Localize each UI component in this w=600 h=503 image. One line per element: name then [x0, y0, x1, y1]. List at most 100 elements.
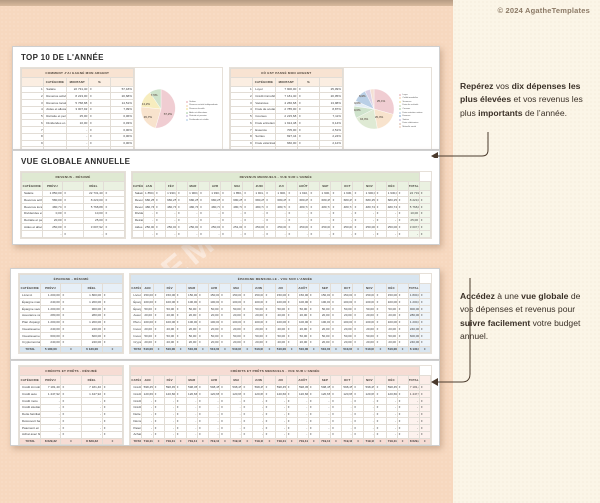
currency-cell: €: [242, 189, 255, 198]
currency-cell: €: [174, 430, 187, 439]
rank-cell: 1: [20, 85, 45, 94]
currency-cell: €: [330, 311, 343, 320]
month-cell-DÉC: 719,11: [385, 437, 398, 445]
amount-cell: 2 785,00: [274, 105, 298, 114]
prevu-cell: 280,00: [39, 311, 62, 320]
legend-item: Loyer: [398, 93, 423, 96]
currency-cell: €: [263, 318, 276, 327]
month-cell-AVR: 20,00: [207, 325, 221, 334]
sheet-credits-prets[interactable]: CRÉDITS ET PRÊTS - RÉSUMÉ CATÉGORIE PRÉVU…: [10, 360, 440, 446]
category-cell: Retraite et pension: [131, 216, 144, 225]
currency-cell: €: [219, 430, 232, 439]
table-row: Paiement en plusieurs fois-€-€-€-€-€-€-€…: [130, 424, 432, 432]
legend-label: Frais vétérinaires: [402, 122, 419, 125]
legend-item: Revenus activité indépendante: [185, 104, 218, 107]
currency-cell: €: [101, 291, 124, 300]
table-row: Aides et allocations250,00€250,00€250,00…: [131, 223, 432, 232]
percent-cell: 20,05%: [319, 92, 343, 101]
legend-swatch: [398, 104, 401, 107]
month-cell-DÉC: 480,74: [385, 203, 398, 211]
currency-cell: €: [196, 417, 210, 426]
column-header-month-JUIN: JUIN: [252, 375, 265, 385]
month-cell-DÉC: 100,00: [385, 298, 398, 307]
callout-segment-1: vos: [495, 81, 512, 91]
month-cell-JUI: -: [274, 424, 287, 432]
currency-cell: €: [174, 305, 187, 313]
prevu-cell: 600,00: [39, 332, 62, 340]
legend-label: Essence: [402, 115, 411, 118]
currency-cell: €: [396, 318, 409, 327]
credits-mensuels-headers: CATÉGORIEJAN FÉV MAR AVR MAI JUIN JUI AOÛT SEP OC…: [130, 375, 432, 385]
category-cell: Crédit immobilier: [252, 92, 276, 101]
month-cell-AOÛT: 719,11: [296, 437, 309, 445]
currency-cell: €: [264, 230, 277, 238]
month-cell-MAR: 719,11: [185, 437, 198, 445]
month-cell-JUI: 120,66: [274, 390, 287, 399]
column-header-cur-1: [174, 375, 187, 385]
currency-cell: €: [374, 189, 387, 198]
currency-cell: €: [330, 383, 343, 392]
currency-cell: €: [285, 298, 298, 307]
sheet-vue-globale[interactable]: VUE GLOBALE ANNUELLE REVENUS - RÉSUMÉ CA…: [12, 150, 440, 245]
epargne-mensuelle-headers: CATÉGORIEJAN FÉV MAR AVR MAI JUIN JUI AOÛT SEP OC…: [130, 283, 432, 293]
month-cell-JUI: 20,00: [274, 311, 287, 320]
month-cell-JAN: 50,00: [141, 332, 154, 340]
currency-cell: €: [285, 383, 298, 392]
table-row: Salaire 1 850,00 €22 731,40 €: [21, 189, 125, 198]
month-cell-AVR: 680,25: [209, 196, 222, 205]
prevu-cell: 1 200,00: [39, 305, 62, 313]
currency-cell: €: [60, 424, 82, 432]
table-row: Aides et allocations250,00€3 007,92€: [21, 223, 125, 232]
month-cell-MAI: 20,00: [230, 325, 243, 334]
expense-pie-legend: Loyer Crédit immobilier Vacances Frais de s…: [398, 93, 423, 129]
month-cell-JAN: -: [141, 410, 154, 419]
month-cell-JUIN: 1 901,0: [253, 189, 266, 198]
epargne-resume-headers: CATÉGORIE PRÉVU RÉEL: [19, 283, 124, 293]
credits-mensuels-body: Crédit immobilier598,45€598,45€598,45€59…: [130, 383, 432, 445]
column-header-month-SEP: SEP: [318, 375, 332, 385]
category-cell: Plan d'épargne actions PEA: [19, 318, 41, 327]
month-cell-NOV: -: [363, 230, 376, 238]
currency-cell: €: [352, 383, 365, 392]
legend-swatch: [398, 111, 401, 114]
currency-cell: €: [396, 383, 409, 392]
column-header-categorie: CATÉGORIE: [19, 375, 41, 385]
month-cell-DÉC: 150,00: [385, 291, 398, 300]
percent-cell: 8,87%: [319, 105, 343, 114]
currency-cell: €: [418, 430, 432, 439]
month-cell-SEP: -: [318, 397, 332, 405]
currency-cell: €: [152, 410, 165, 419]
month-cell-MAI: 100,00: [230, 318, 243, 327]
table-row: Épargne vacances1 200,00€900,00€: [19, 305, 124, 313]
month-cell-AOÛT: 250,00: [297, 223, 310, 232]
currency-cell: €: [101, 397, 124, 405]
sheet-top-10[interactable]: TOP 10 DE L'ANNÉE COMMENT J'AI GAGNÉ MON…: [12, 46, 440, 150]
month-cell-SEP: 50,00: [318, 305, 332, 313]
row-total-cell: -: [407, 403, 420, 412]
column-header-1: CATÉGORIE: [252, 77, 276, 87]
column-header-cur-0: [152, 283, 165, 293]
month-cell-AVR: -: [207, 424, 221, 432]
sheet-epargne[interactable]: ÉPARGNE - RÉSUMÉ CATÉGORIE PRÉVU RÉEL Livr…: [10, 268, 440, 360]
column-header-cur-2: [196, 283, 210, 293]
prevu-cell: 0,00: [41, 209, 64, 218]
category-cell: Crédit immobilier: [130, 383, 143, 392]
currency-cell: €: [396, 298, 409, 307]
table-row: Dividendes et crédits0,00€10,00€: [21, 209, 125, 218]
amount-cell: 697,44: [274, 132, 298, 141]
table-row: Épargne vacances50,00€50,00€50,00€50,00€…: [130, 305, 432, 313]
table-row: Assurance vie 280,00 €280,00 €: [19, 311, 124, 320]
rank-cell: 4: [229, 105, 254, 114]
legend-swatch: [398, 93, 401, 96]
month-cell-JAN: 20,00: [141, 311, 154, 320]
reel-cell: -: [82, 230, 105, 238]
month-cell-AOÛT: -: [296, 403, 309, 412]
currency-cell: €: [352, 230, 365, 238]
month-cell-DÉC: -: [385, 209, 398, 218]
table-total-row: TOTAL 8 629,32 €8 629,32 €: [19, 437, 124, 445]
prevu-cell: -: [41, 230, 64, 238]
